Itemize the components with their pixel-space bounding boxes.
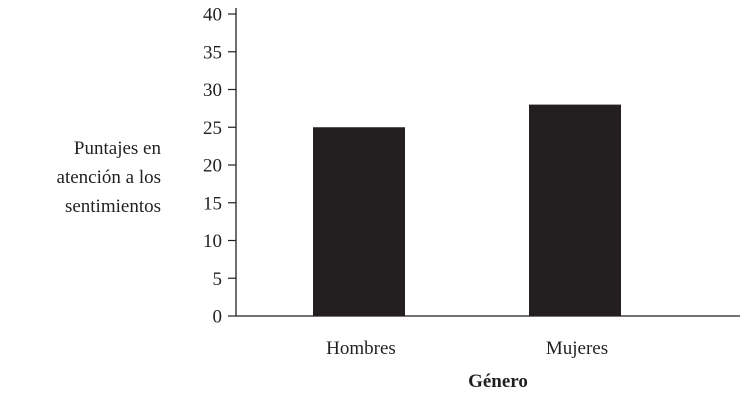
y-tick-label: 25 [203,118,222,139]
x-axis-title: Género [468,371,528,392]
bar-mujeres [529,104,621,316]
y-axis-title-line-2: atención a los [57,167,161,188]
y-tick-label: 0 [213,307,223,328]
bar-hombres [313,127,405,316]
y-tick-label: 40 [203,5,222,26]
y-tick-label: 35 [203,42,222,63]
y-tick-label: 15 [203,193,222,214]
bars [313,104,621,316]
x-axis-categories: Hombres Mujeres [326,338,608,359]
x-category-label: Mujeres [546,338,608,359]
x-category-label: Hombres [326,338,396,359]
y-tick-label: 10 [203,231,222,252]
y-tick-label: 5 [213,269,223,290]
y-axis-title: Puntajes en atención a los sentimientos [57,138,162,217]
y-tick-label: 30 [203,80,222,101]
y-axis-title-line-1: Puntajes en [74,138,162,159]
y-axis-title-line-3: sentimientos [65,196,161,217]
y-tick-label: 20 [203,156,222,177]
y-axis-ticks: 0 5 10 15 20 25 30 35 40 [203,5,236,328]
